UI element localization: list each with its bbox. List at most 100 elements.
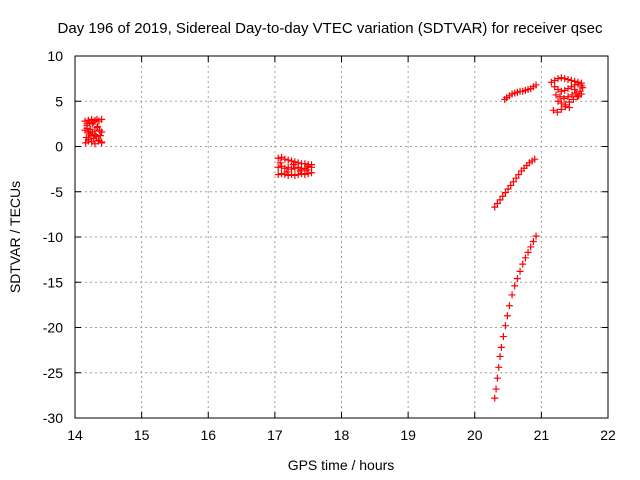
data-point [568,91,576,99]
y-tick-label: -30 [43,410,63,426]
x-tick-label: 21 [534,427,550,443]
x-tick-label: 22 [600,427,616,443]
series-cluster-14h [81,115,106,148]
data-point [501,189,509,197]
data-point [86,130,94,138]
data-point [91,131,99,139]
data-point [276,159,284,167]
data-point [496,352,504,360]
data-point [84,137,92,145]
data-point [284,156,292,164]
data-point [274,163,282,171]
data-point [521,254,529,262]
data-point [515,171,523,179]
data-point [564,76,572,84]
data-point [564,85,572,93]
data-point [532,232,540,240]
data-point [504,185,512,193]
data-point [575,92,583,100]
plot-frame [74,55,609,419]
y-axis-ticks: 10 5 0 -5 -10 -15 -20 -25 -30 [43,48,608,426]
data-point [557,87,565,95]
x-tick-label: 19 [400,427,416,443]
data-point [495,363,503,371]
x-tick-label: 15 [134,427,150,443]
data-point [527,243,535,251]
data-point [288,157,296,165]
data-point [96,132,104,140]
data-point [98,139,106,147]
data-point [561,75,569,83]
data-point [493,200,501,208]
data-point [557,105,565,113]
y-tick-label: -25 [43,365,63,381]
data-point [278,153,286,161]
data-point [499,333,507,341]
data-point [491,394,499,402]
data-point [547,78,555,86]
y-tick-label: 10 [47,48,63,64]
data-point [294,171,302,179]
data-point [508,291,516,299]
data-point [567,76,575,84]
x-axis-label: GPS time / hours [288,457,395,473]
grid [75,56,608,418]
y-tick-label: -10 [43,229,63,245]
data-point [304,170,312,178]
data-point [549,106,557,114]
data-point [557,74,565,82]
data-point [274,171,282,179]
data-point [98,115,106,123]
data-point [561,86,569,94]
data-point [94,123,102,131]
data-point [560,95,568,103]
data-point [283,168,291,176]
x-tick-label: 20 [467,427,483,443]
data-point [88,120,96,128]
data-point [288,171,296,179]
data-point [281,164,289,172]
data-point [552,91,560,99]
x-tick-label: 14 [67,427,83,443]
data-point [531,155,539,163]
data-point [308,169,316,177]
data-point [561,103,569,111]
data-point [296,167,304,175]
data-point [507,181,515,189]
data-point [274,154,282,162]
x-tick-label: 16 [200,427,216,443]
y-tick-label: -15 [43,274,63,290]
data-point [513,275,521,283]
data-point [284,171,292,179]
data-point [86,125,94,133]
x-tick-label: 17 [267,427,283,443]
data-point [554,75,562,83]
data-point [573,93,581,101]
data-point [501,322,509,330]
data-point [512,174,520,182]
data-point [83,122,91,130]
data-point [509,178,517,186]
series-cluster-21h [547,74,587,116]
data-point [556,93,564,101]
data-point [511,282,519,290]
data-point [553,108,561,116]
y-tick-label: -5 [51,184,64,200]
data-point [564,93,572,101]
data-point [278,162,286,170]
data-point [304,162,312,170]
y-tick-label: 5 [55,93,63,109]
data-point [532,81,540,89]
series-cluster-17h [274,153,316,179]
y-tick-label: -20 [43,320,63,336]
data-point [565,104,573,112]
data-point [281,155,289,163]
y-axis-label: SDTVAR / TECUs [7,181,23,293]
data-point [571,85,579,93]
data-points [81,74,587,402]
chart-title: Day 196 of 2019, Sidereal Day-to-day VTE… [58,20,603,37]
series-arc-lower [491,232,540,402]
data-point [569,95,577,103]
data-point [551,76,559,84]
